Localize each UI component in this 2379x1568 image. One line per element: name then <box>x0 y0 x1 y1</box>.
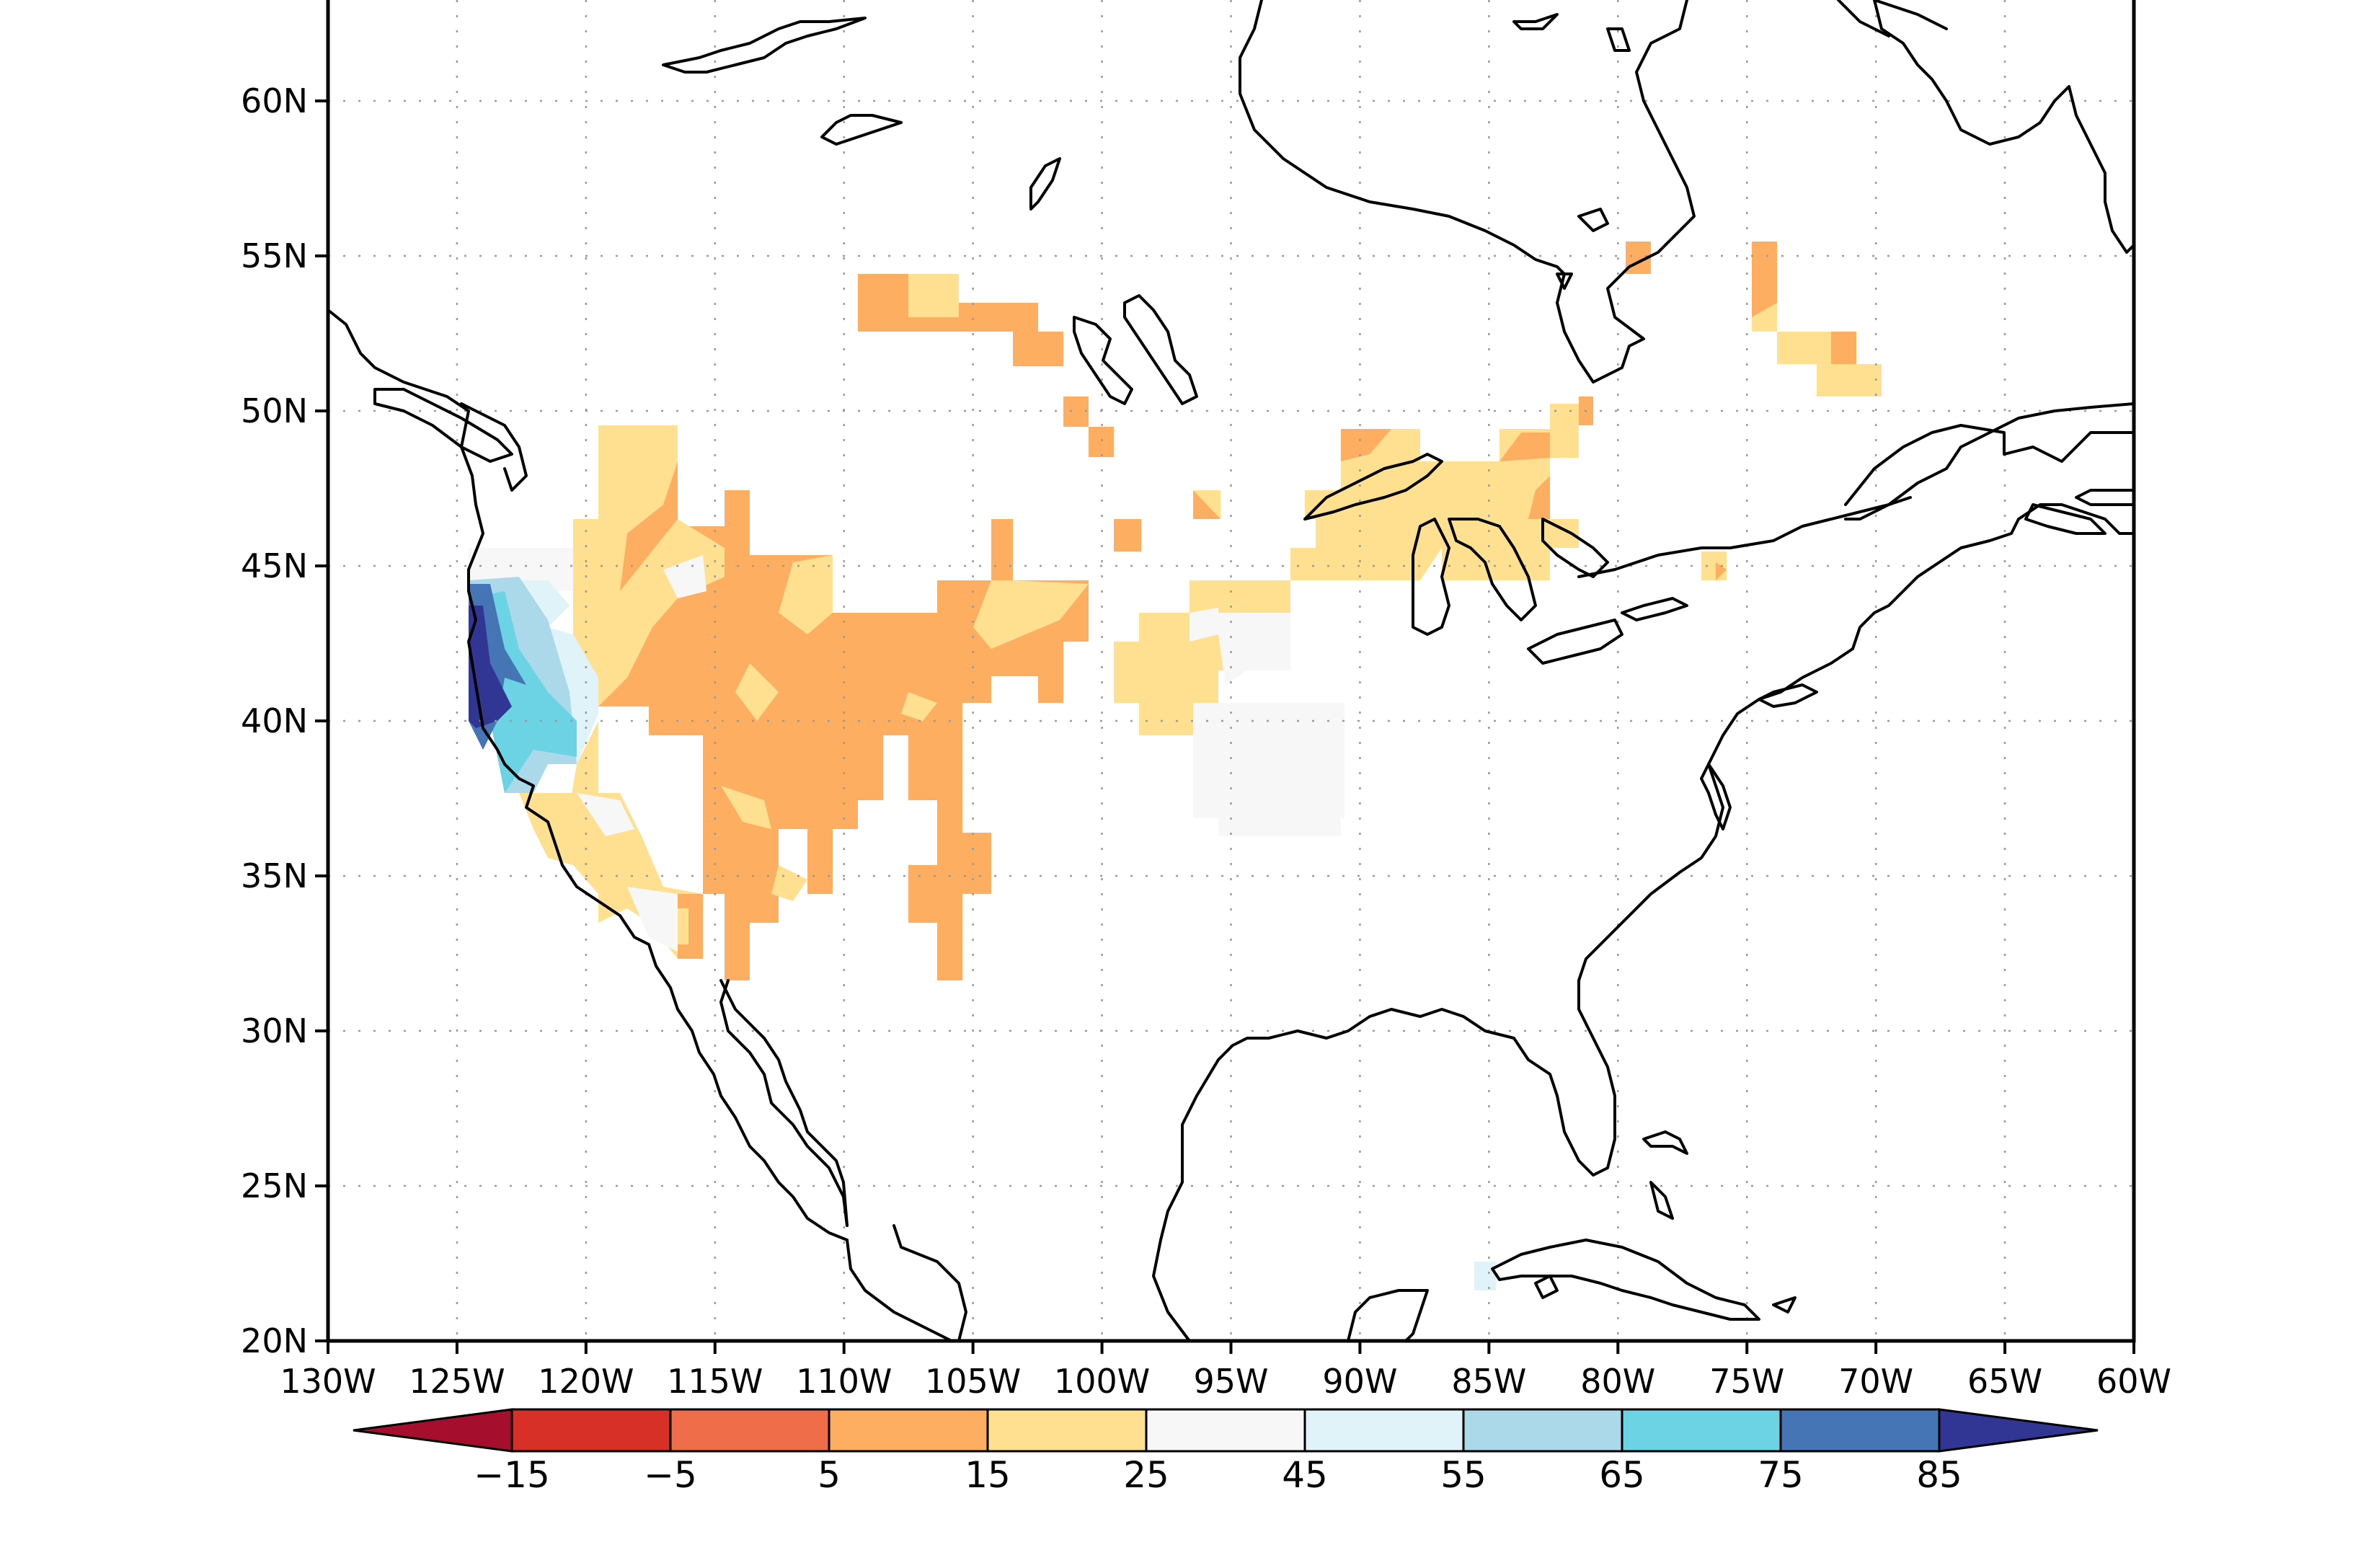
great-lakes-anomaly-patch <box>1218 397 1593 613</box>
colorbar-swatch <box>669 1408 830 1453</box>
lat-tick-label: 30N <box>241 1011 308 1050</box>
lon-tick-label: 110W <box>796 1362 892 1401</box>
colorbar-swatch <box>828 1408 989 1453</box>
lon-tick-label: 95W <box>1193 1362 1268 1401</box>
central-us-anomaly-patch <box>1114 580 1344 836</box>
lon-tick-label: 90W <box>1322 1362 1397 1401</box>
scattered-anomaly-cells <box>1474 242 1882 1290</box>
colorbar-label: 75 <box>1758 1454 1804 1496</box>
lat-tick-label: 40N <box>241 701 308 740</box>
anomaly-field <box>469 242 1882 1290</box>
lon-tick-label: 75W <box>1709 1362 1784 1401</box>
lon-tick-label: 80W <box>1580 1362 1655 1401</box>
lon-tick-label: 70W <box>1838 1362 1913 1401</box>
lat-tick-label: 50N <box>241 391 308 430</box>
colorbar-label: 55 <box>1440 1454 1487 1496</box>
lat-tick-label: 45N <box>241 546 308 585</box>
colorbar-swatch <box>986 1408 1148 1453</box>
lat-tick-label: 60N <box>241 81 308 120</box>
colorbar-label: −15 <box>474 1454 550 1496</box>
lon-tick-label: 100W <box>1054 1362 1150 1401</box>
colorbar-label: 45 <box>1282 1454 1328 1496</box>
colorbar-swatch <box>1303 1408 1465 1453</box>
latitude-axis: 60N 55N 50N 45N 40N 35N 30N 25N 20N <box>241 81 328 1360</box>
prairie-anomaly-patch <box>858 274 1220 552</box>
lon-tick-label: 125W <box>409 1362 505 1401</box>
colorbar-label: −5 <box>644 1454 697 1496</box>
coastlines <box>328 0 2134 1341</box>
colorbar-swatch <box>1779 1408 1941 1453</box>
lat-tick-label: 55N <box>241 236 308 275</box>
colorbar-label: 15 <box>965 1454 1011 1496</box>
colorbar-label: 25 <box>1123 1454 1169 1496</box>
colorbar-min-extension <box>353 1408 513 1453</box>
lon-tick-label: 105W <box>925 1362 1021 1401</box>
colorbar-swatch <box>510 1408 672 1453</box>
colorbar-label: 65 <box>1599 1454 1645 1496</box>
lat-tick-label: 35N <box>241 856 308 895</box>
colorbar-label: 5 <box>818 1454 841 1496</box>
lat-tick-label: 20N <box>241 1321 308 1360</box>
colorbar: −15 −5 5 15 25 45 55 65 75 85 <box>353 1408 2099 1496</box>
longitude-axis: 130W 125W 120W 115W 110W 105W 100W 95W 90W 85W 80W… <box>280 1341 2171 1401</box>
colorbar-swatch <box>1462 1408 1623 1453</box>
lon-tick-label: 60W <box>2096 1362 2171 1401</box>
lon-tick-label: 115W <box>667 1362 763 1401</box>
colorbar-swatch <box>1145 1408 1306 1453</box>
california-anomaly-patch <box>469 548 703 959</box>
lon-tick-label: 120W <box>538 1362 634 1401</box>
colorbar-swatch <box>1621 1408 1782 1453</box>
lon-tick-label: 85W <box>1451 1362 1526 1401</box>
lon-tick-label: 65W <box>1967 1362 2042 1401</box>
colorbar-max-extension <box>1938 1408 2099 1453</box>
colorbar-label: 85 <box>1916 1454 1962 1496</box>
lon-tick-label: 130W <box>280 1362 376 1401</box>
western-us-anomaly-patch <box>573 425 1089 980</box>
lat-tick-label: 25N <box>241 1166 308 1205</box>
